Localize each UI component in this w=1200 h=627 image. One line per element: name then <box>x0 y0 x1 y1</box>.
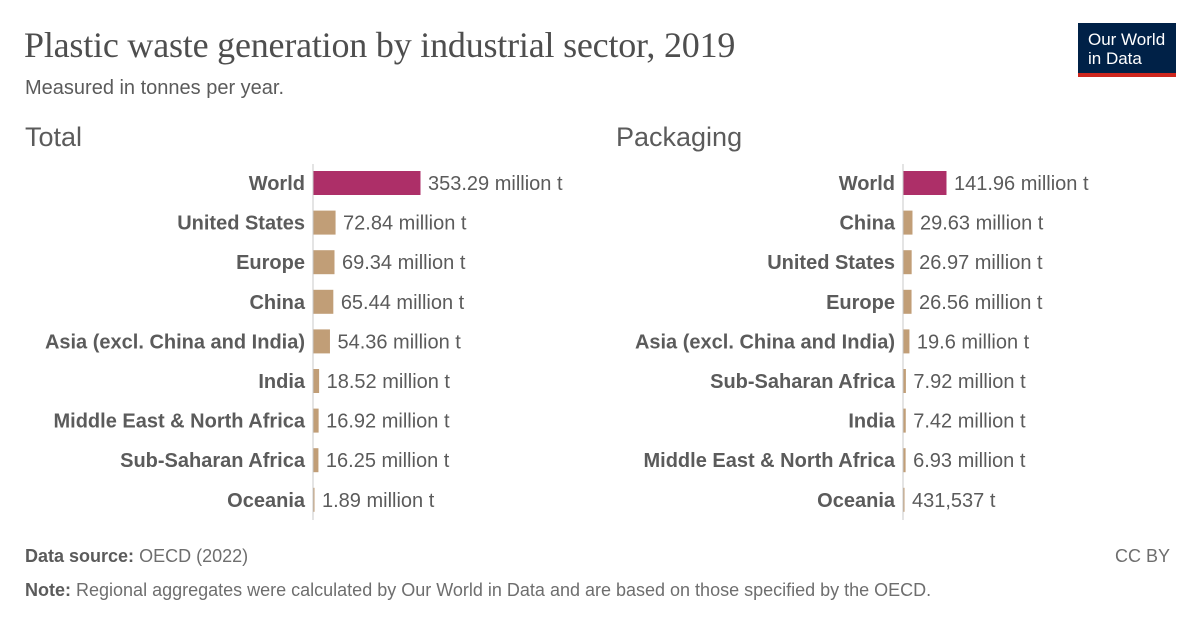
value-label: 26.97 million t <box>919 252 1043 274</box>
panel-title-packaging: Packaging <box>616 122 743 152</box>
logo-line-2: in Data <box>1088 49 1142 68</box>
value-label: 16.25 million t <box>326 450 450 472</box>
bar <box>313 171 421 195</box>
category-label: India <box>258 371 306 393</box>
category-label: Oceania <box>817 490 896 512</box>
license[interactable]: CC BY <box>1114 546 1170 566</box>
bar <box>903 250 912 275</box>
value-label: 72.84 million t <box>343 213 467 235</box>
bar <box>903 171 947 195</box>
logo-line-1: Our World <box>1088 30 1166 49</box>
category-label: World <box>249 173 305 195</box>
value-label: 353.29 million t <box>428 173 563 195</box>
category-label: World <box>839 173 895 195</box>
value-label: 19.6 million t <box>917 331 1030 353</box>
value-label: 6.93 million t <box>913 450 1026 472</box>
bar <box>313 369 320 393</box>
category-label: Europe <box>236 252 305 274</box>
value-label: 16.92 million t <box>326 411 450 433</box>
category-label: Asia (excl. China and India) <box>635 331 895 353</box>
category-label: Sub-Saharan Africa <box>710 371 896 393</box>
bar <box>313 250 335 275</box>
category-label: United States <box>767 252 895 274</box>
owid-logo[interactable]: Our World in Data <box>1078 23 1176 77</box>
category-label: Middle East & North Africa <box>53 411 305 433</box>
category-label: United States <box>177 213 305 235</box>
bar <box>903 487 905 512</box>
value-label: 7.42 million t <box>913 411 1026 433</box>
panel-title-total: Total <box>25 122 83 152</box>
value-label: 65.44 million t <box>341 292 465 314</box>
value-label: 18.52 million t <box>327 371 451 393</box>
chart-subtitle: Measured in tonnes per year. <box>25 77 285 99</box>
value-label: 7.92 million t <box>913 371 1026 393</box>
bar <box>313 408 319 433</box>
bar <box>903 369 906 393</box>
value-label: 141.96 million t <box>954 173 1089 195</box>
value-label: 1.89 million t <box>322 490 435 512</box>
category-label: India <box>848 411 896 433</box>
data-source: Data source: OECD (2022) <box>25 546 248 567</box>
bar <box>313 448 319 473</box>
value-label: 26.56 million t <box>919 292 1043 314</box>
bar <box>313 487 315 512</box>
value-label: 29.63 million t <box>920 213 1044 235</box>
bar <box>903 329 910 354</box>
bar <box>313 329 330 354</box>
category-label: China <box>839 213 895 235</box>
chart-title: Plastic waste generation by industrial s… <box>24 25 736 65</box>
note-label: Note: <box>25 580 71 600</box>
source-label: Data source: <box>25 546 135 566</box>
category-label: China <box>249 292 305 314</box>
category-label: Sub-Saharan Africa <box>120 450 306 472</box>
bar <box>903 408 906 433</box>
note: Note: Regional aggregates were calculate… <box>25 580 931 601</box>
category-label: Europe <box>826 292 895 314</box>
bar <box>903 448 906 473</box>
category-label: Middle East & North Africa <box>643 450 895 472</box>
bar <box>313 210 336 235</box>
value-label: 69.34 million t <box>342 252 466 274</box>
value-label: 431,537 t <box>912 490 996 512</box>
bar <box>313 289 334 314</box>
category-label: Asia (excl. China and India) <box>45 331 305 353</box>
bar <box>903 289 912 314</box>
bar <box>903 210 913 235</box>
value-label: 54.36 million t <box>337 331 461 353</box>
source-text: OECD (2022) <box>139 546 249 566</box>
note-text: Regional aggregates were calculated by O… <box>76 580 932 600</box>
category-label: Oceania <box>227 490 306 512</box>
